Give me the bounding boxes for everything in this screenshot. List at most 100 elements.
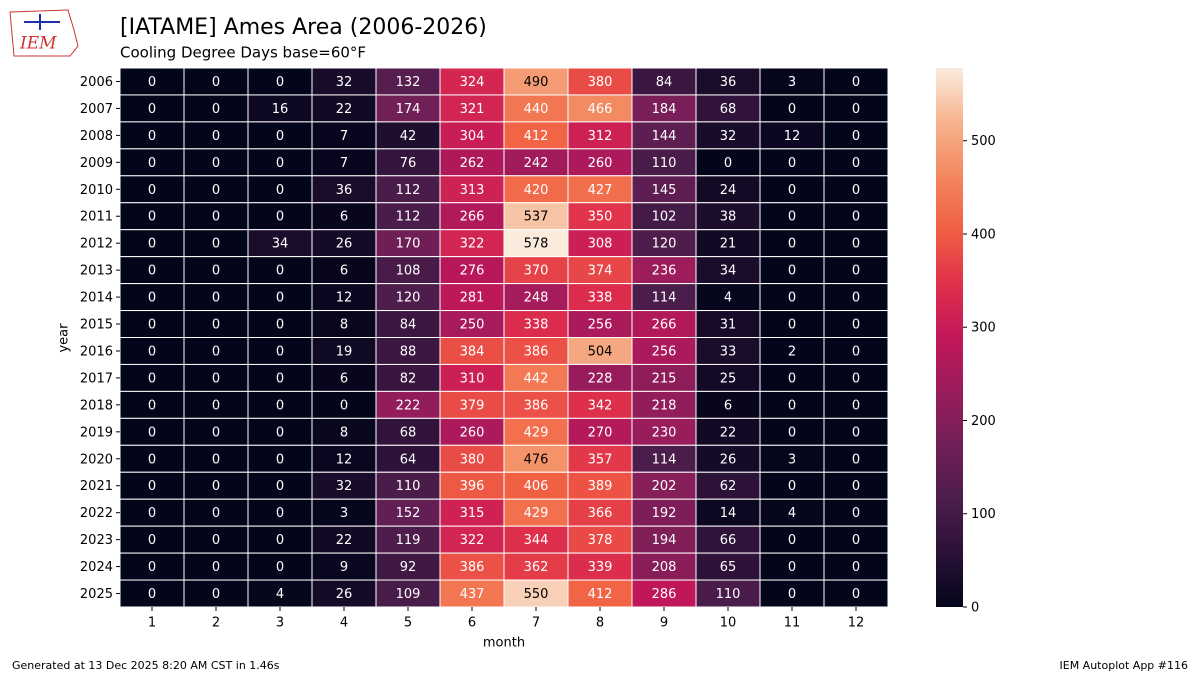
cell-label: 0 — [148, 264, 156, 279]
cell-label: 0 — [276, 264, 284, 279]
heatmap-cell — [823, 67, 889, 96]
cell-label: 322 — [460, 533, 485, 548]
heatmap-cell — [567, 552, 633, 581]
cell-label: 321 — [460, 102, 485, 117]
cell-label: 12 — [336, 291, 353, 306]
cell-label: 350 — [588, 210, 613, 225]
cell-label: 19 — [336, 344, 353, 359]
cell-label: 0 — [148, 398, 156, 413]
cell-label: 184 — [652, 102, 677, 117]
cell-label: 110 — [716, 587, 741, 602]
cell-label: 215 — [652, 371, 677, 386]
cell-label: 370 — [524, 264, 549, 279]
cell-label: 0 — [148, 587, 156, 602]
cell-label: 192 — [652, 506, 677, 521]
cell-label: 0 — [852, 398, 860, 413]
heatmap-cell — [247, 283, 313, 312]
heatmap-cell — [567, 283, 633, 312]
heatmap-cell — [695, 94, 761, 123]
heatmap-cell — [311, 175, 377, 204]
cell-label: 36 — [336, 183, 353, 198]
heatmap-cell — [567, 390, 633, 419]
heatmap-cell — [119, 229, 185, 258]
footer-right: IEM Autoplot App #116 — [1060, 659, 1189, 672]
cell-label: 26 — [336, 237, 353, 252]
cell-label: 362 — [524, 560, 549, 575]
heatmap-cell — [439, 417, 505, 446]
cell-label: 32 — [336, 75, 353, 90]
cell-label: 386 — [524, 398, 549, 413]
heatmap-cell — [695, 229, 761, 258]
heatmap-cell — [375, 444, 441, 473]
cell-label: 266 — [460, 210, 485, 225]
y-tick-label: 2018 — [80, 398, 113, 413]
cell-label: 476 — [524, 452, 549, 467]
footer-left: Generated at 13 Dec 2025 8:20 AM CST in … — [12, 659, 280, 672]
cell-label: 0 — [852, 425, 860, 440]
heatmap-cell — [375, 121, 441, 150]
heatmap-cell — [631, 256, 697, 285]
cell-label: 386 — [460, 560, 485, 575]
heatmap-cell — [759, 552, 825, 581]
cell-label: 0 — [340, 398, 348, 413]
colorbar-tick-label: 100 — [971, 507, 996, 522]
cell-label: 0 — [212, 425, 220, 440]
cell-label: 152 — [396, 506, 421, 521]
heatmap-cell — [823, 444, 889, 473]
cell-label: 0 — [212, 318, 220, 333]
heatmap-cell — [759, 94, 825, 123]
heatmap-cell — [311, 417, 377, 446]
x-tick-label: 5 — [404, 616, 412, 631]
cell-label: 170 — [396, 237, 421, 252]
cell-label: 0 — [852, 560, 860, 575]
heatmap-cell — [311, 552, 377, 581]
cell-label: 0 — [148, 318, 156, 333]
heatmap-cell — [631, 444, 697, 473]
cell-label: 386 — [524, 344, 549, 359]
cell-label: 64 — [400, 452, 417, 467]
heatmap-cell — [695, 283, 761, 312]
cell-label: 380 — [460, 452, 485, 467]
cell-label: 0 — [212, 479, 220, 494]
heatmap-cell — [119, 444, 185, 473]
heatmap-cell — [631, 471, 697, 500]
heatmap-cell — [503, 579, 569, 608]
cell-label: 114 — [652, 291, 677, 306]
cell-label: 0 — [788, 264, 796, 279]
cell-label: 0 — [212, 371, 220, 386]
x-tick-label: 8 — [596, 616, 604, 631]
heatmap-cell — [503, 310, 569, 338]
cell-label: 26 — [336, 587, 353, 602]
cell-label: 0 — [148, 156, 156, 171]
cell-label: 76 — [400, 156, 417, 171]
cell-label: 4 — [276, 587, 284, 602]
cell-label: 0 — [148, 452, 156, 467]
cell-label: 0 — [212, 398, 220, 413]
cell-label: 322 — [460, 237, 485, 252]
heatmap-cell — [119, 256, 185, 285]
heatmap-cell — [375, 417, 441, 446]
heatmap-cell — [567, 310, 633, 338]
cell-label: 0 — [852, 479, 860, 494]
cell-label: 0 — [788, 560, 796, 575]
cell-label: 112 — [396, 183, 421, 198]
heatmap-cell — [823, 363, 889, 392]
cell-label: 0 — [212, 506, 220, 521]
cell-label: 82 — [400, 371, 417, 386]
cell-label: 33 — [720, 344, 737, 359]
cell-label: 324 — [460, 75, 485, 90]
cell-label: 389 — [588, 479, 613, 494]
colorbar-tick-label: 300 — [971, 321, 996, 336]
heatmap-cell — [247, 579, 313, 608]
cell-label: 208 — [652, 560, 677, 575]
y-tick-label: 2008 — [80, 129, 113, 144]
heatmap-cell — [631, 310, 697, 338]
cell-label: 262 — [460, 156, 485, 171]
heatmap-cell — [823, 256, 889, 285]
colorbar-tick-label: 400 — [971, 227, 996, 242]
cell-label: 0 — [788, 102, 796, 117]
cell-label: 6 — [340, 371, 348, 386]
cell-label: 0 — [148, 479, 156, 494]
cell-label: 260 — [460, 425, 485, 440]
cell-label: 3 — [788, 75, 796, 90]
